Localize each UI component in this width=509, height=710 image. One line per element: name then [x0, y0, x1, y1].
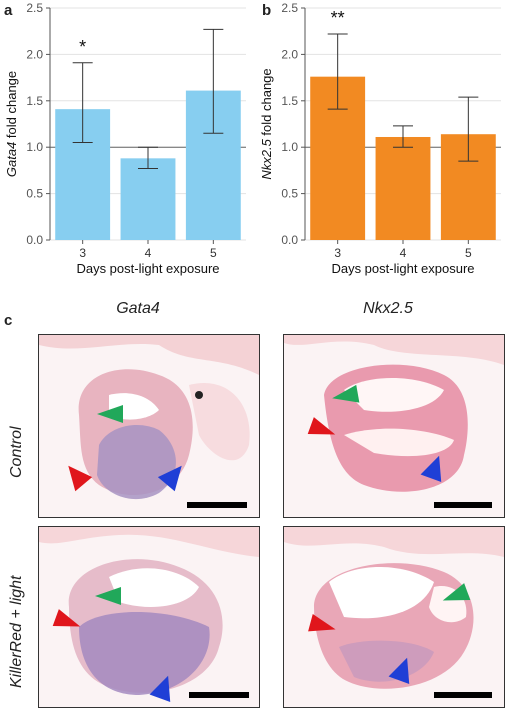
- y-tick-label: 1.0: [26, 140, 43, 154]
- x-axis-label: Days post-light exposure: [76, 261, 219, 276]
- bar: [375, 136, 431, 240]
- arrowhead-green: [97, 405, 123, 423]
- y-tick-label: 2.5: [281, 1, 298, 15]
- column-title-nkx25: Nkx2.5: [363, 300, 413, 317]
- y-axis-label-gene: Gata4: [4, 142, 19, 177]
- y-tick-label: 2.5: [26, 1, 43, 15]
- micrograph-nkx25-control: [283, 334, 505, 518]
- scale-bar: [189, 692, 249, 698]
- panel-label-a: a: [4, 2, 13, 19]
- column-title-gata4: Gata4: [116, 300, 160, 317]
- x-tick-label: 5: [210, 246, 217, 260]
- arrowhead-green: [95, 587, 121, 605]
- micrograph-gata4-control: [38, 334, 260, 518]
- y-tick-label: 2.0: [26, 47, 43, 61]
- y-tick-label: 0.0: [281, 233, 298, 247]
- y-tick-label: 1.5: [26, 94, 43, 108]
- row-title-killerred-light: KillerRed + light: [8, 575, 25, 689]
- y-tick-label: 0.5: [26, 187, 43, 201]
- panel-label-c: c: [4, 312, 13, 329]
- y-tick-label: 0.0: [26, 233, 43, 247]
- x-axis-label: Days post-light exposure: [331, 261, 474, 276]
- x-tick-label: 5: [465, 246, 472, 260]
- y-axis-label-suffix: fold change: [4, 71, 19, 142]
- y-axis-label: Gata4 fold change: [4, 71, 19, 177]
- significance-marker: **: [331, 8, 345, 28]
- y-tick-label: 1.0: [281, 140, 298, 154]
- y-axis-label: Nkx2.5 fold change: [259, 68, 274, 179]
- micrograph-nkx25-killerred: [283, 526, 505, 708]
- micrograph-gata4-killerred: [38, 526, 260, 708]
- panel-label-b: b: [262, 2, 272, 19]
- x-tick-label: 4: [145, 246, 152, 260]
- tissue-section: [39, 335, 259, 500]
- y-axis-label-gene: Nkx2.5: [259, 138, 274, 179]
- x-tick-label: 3: [334, 246, 341, 260]
- scale-bar: [187, 502, 247, 508]
- y-axis-label-suffix: fold change: [259, 68, 274, 139]
- tissue-section: [284, 335, 504, 492]
- bar: [120, 158, 176, 240]
- scale-bar: [434, 692, 492, 698]
- x-tick-label: 4: [400, 246, 407, 260]
- tissue-section: [284, 527, 504, 689]
- x-tick-label: 3: [79, 246, 86, 260]
- y-tick-label: 0.5: [281, 187, 298, 201]
- y-tick-label: 2.0: [281, 47, 298, 61]
- y-tick-label: 1.5: [281, 94, 298, 108]
- scale-bar: [434, 502, 492, 508]
- row-title-control: Control: [8, 426, 25, 478]
- significance-marker: *: [79, 37, 86, 57]
